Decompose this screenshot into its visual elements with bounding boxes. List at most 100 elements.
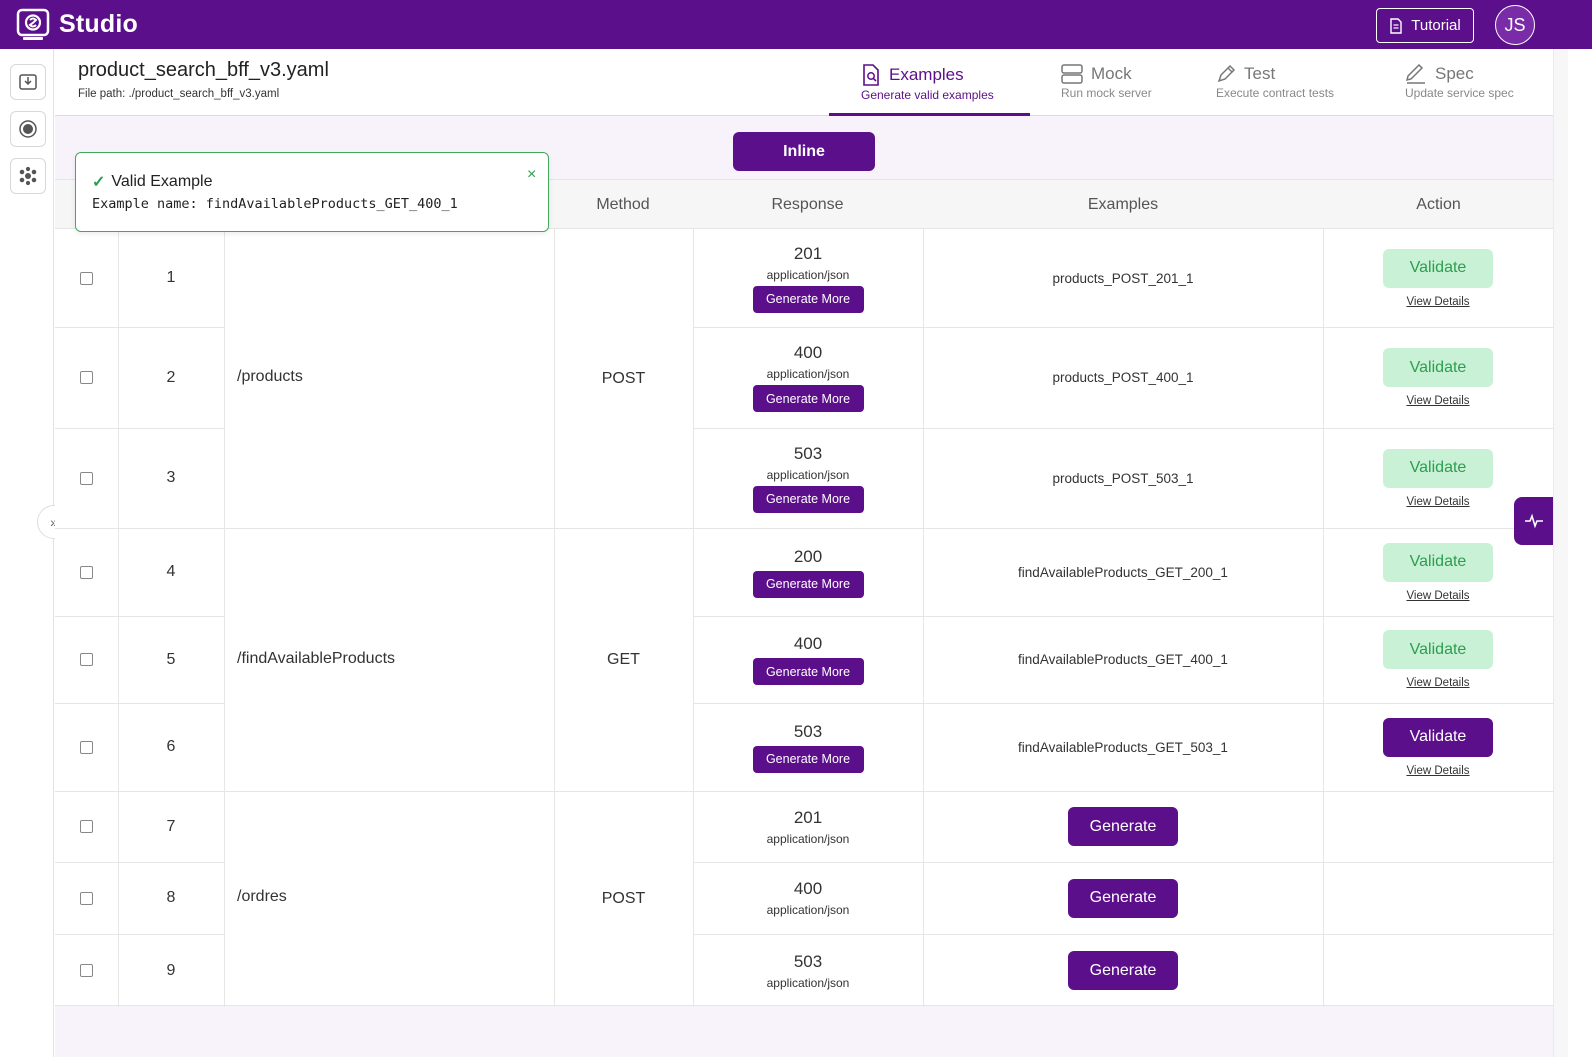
avatar[interactable]: JS [1495,5,1535,45]
generate-button[interactable]: Generate [1068,951,1178,990]
validate-button[interactable]: Validate [1383,542,1493,582]
generate-more-button[interactable]: Generate More [752,570,864,598]
valid-example-toast: ✓ Valid Example Example name: findAvaila… [75,152,549,232]
tab-mock[interactable]: Mock Run mock server [1061,49,1152,116]
row-divider [693,862,1553,863]
row-divider [55,327,224,328]
content-type: application/json [766,975,850,990]
page-scrollbar[interactable] [1553,49,1568,1057]
response-cell: 201 application/json [693,791,923,862]
row-divider [55,862,224,863]
generate-button[interactable]: Generate [1068,878,1178,918]
status-code: 400 [793,879,823,898]
view-details-link[interactable]: View Details [1406,495,1470,508]
row-checkbox[interactable] [55,934,118,1007]
generate-more-button[interactable]: Generate More [752,285,864,313]
example-name: findAvailableProducts_GET_200_1 [1018,564,1228,580]
row-checkbox[interactable] [55,791,118,862]
row-number: 4 [166,563,176,580]
row-divider [693,428,1553,429]
row-number: 1 [166,269,176,286]
column-divider [923,229,924,1007]
view-details-link[interactable]: View Details [1406,677,1470,689]
validate-button[interactable]: Validate [1383,348,1493,387]
row-checkbox[interactable] [55,428,118,528]
tutorial-button[interactable]: Tutorial [1376,8,1474,43]
record-button[interactable] [10,111,46,147]
row-number: 6 [166,738,176,755]
record-icon [19,120,37,138]
row-number: 7 [166,817,176,835]
example-name: findAvailableProducts_GET_400_1 [1018,652,1228,667]
column-divider [224,229,225,1007]
row-checkbox[interactable] [55,229,118,327]
row-checkbox[interactable] [55,703,118,791]
file-title: product_search_bff_v3.yaml [78,59,329,81]
endpoint-path: /products [237,368,303,385]
row-checkbox[interactable] [55,616,118,703]
response-cell: 400 Generate More [693,616,923,703]
pen-icon [1217,64,1236,83]
example-cell: Generate [923,934,1323,1007]
response-cell: 201 application/json Generate More [693,229,923,327]
row-checkbox[interactable] [55,862,118,934]
validate-button[interactable]: Validate [1383,448,1493,488]
row-divider [55,616,224,617]
examples-table: Method Response Examples Action /product… [55,179,1553,1007]
tab-spec[interactable]: Spec Update service spec [1405,49,1514,116]
column-divider [554,229,555,1007]
generate-more-button[interactable]: Generate More [752,745,864,773]
status-code: 503 [793,443,823,463]
generate-more-button[interactable]: Generate More [752,385,864,412]
example-name: products_POST_400_1 [1052,370,1194,385]
example-name: products_POST_201_1 [1052,270,1194,286]
row-divider [55,428,224,429]
download-tray-icon [19,74,37,90]
tab-examples[interactable]: Examples Generate valid examples [861,49,994,116]
row-checkbox[interactable] [55,327,118,428]
status-code: 503 [793,951,823,971]
tab-test[interactable]: Test Execute contract tests [1216,49,1334,116]
toast-message: Example name: findAvailableProducts_GET_… [92,196,458,212]
row-checkbox[interactable] [55,528,118,616]
action-cell: Validate View Details [1323,327,1553,428]
header-examples: Examples [1087,195,1159,213]
row-divider [55,934,224,935]
close-icon[interactable]: × [527,166,537,183]
validate-button[interactable]: Validate [1383,248,1493,288]
studio-logo-icon [16,8,50,40]
server-icon [1061,64,1083,84]
action-cell: Validate View Details [1323,528,1553,616]
tab-test-sub: Execute contract tests [1216,86,1335,100]
inline-button[interactable]: Inline [733,132,875,171]
view-details-link[interactable]: View Details [1406,764,1470,777]
generate-button[interactable]: Generate [1068,807,1178,846]
response-cell: 400 application/json Generate More [693,327,923,428]
action-cell: Validate View Details [1323,229,1553,327]
example-name: findAvailableProducts_GET_503_1 [1018,739,1228,755]
active-tab-indicator [829,113,1030,116]
view-details-link[interactable]: View Details [1406,295,1470,308]
row-divider [693,934,1553,935]
import-button[interactable] [10,64,46,100]
view-details-link[interactable]: View Details [1406,395,1470,407]
main-content: Inline Method Response Examples Action / [55,116,1553,1057]
http-method: POST [601,369,646,387]
validate-button[interactable]: Validate [1383,630,1493,669]
generate-more-button[interactable]: Generate More [752,485,864,513]
content-type: application/json [766,367,850,381]
activity-panel-button[interactable] [1514,497,1554,545]
action-cell: Validate View Details [1323,703,1553,791]
settings-button[interactable] [10,158,46,194]
generate-more-button[interactable]: Generate More [752,658,864,685]
view-details-link[interactable]: View Details [1406,589,1470,602]
status-code: 201 [793,807,823,827]
row-number: 9 [166,961,176,979]
tab-mock-label: Mock [1091,64,1132,83]
tab-spec-label: Spec [1435,64,1474,83]
logo[interactable]: Studio [16,8,138,42]
tab-test-label: Test [1244,64,1276,83]
validate-button[interactable]: Validate [1383,717,1493,757]
toast-title-row: ✓ Valid Example [92,172,213,192]
row-number: 8 [166,889,176,906]
